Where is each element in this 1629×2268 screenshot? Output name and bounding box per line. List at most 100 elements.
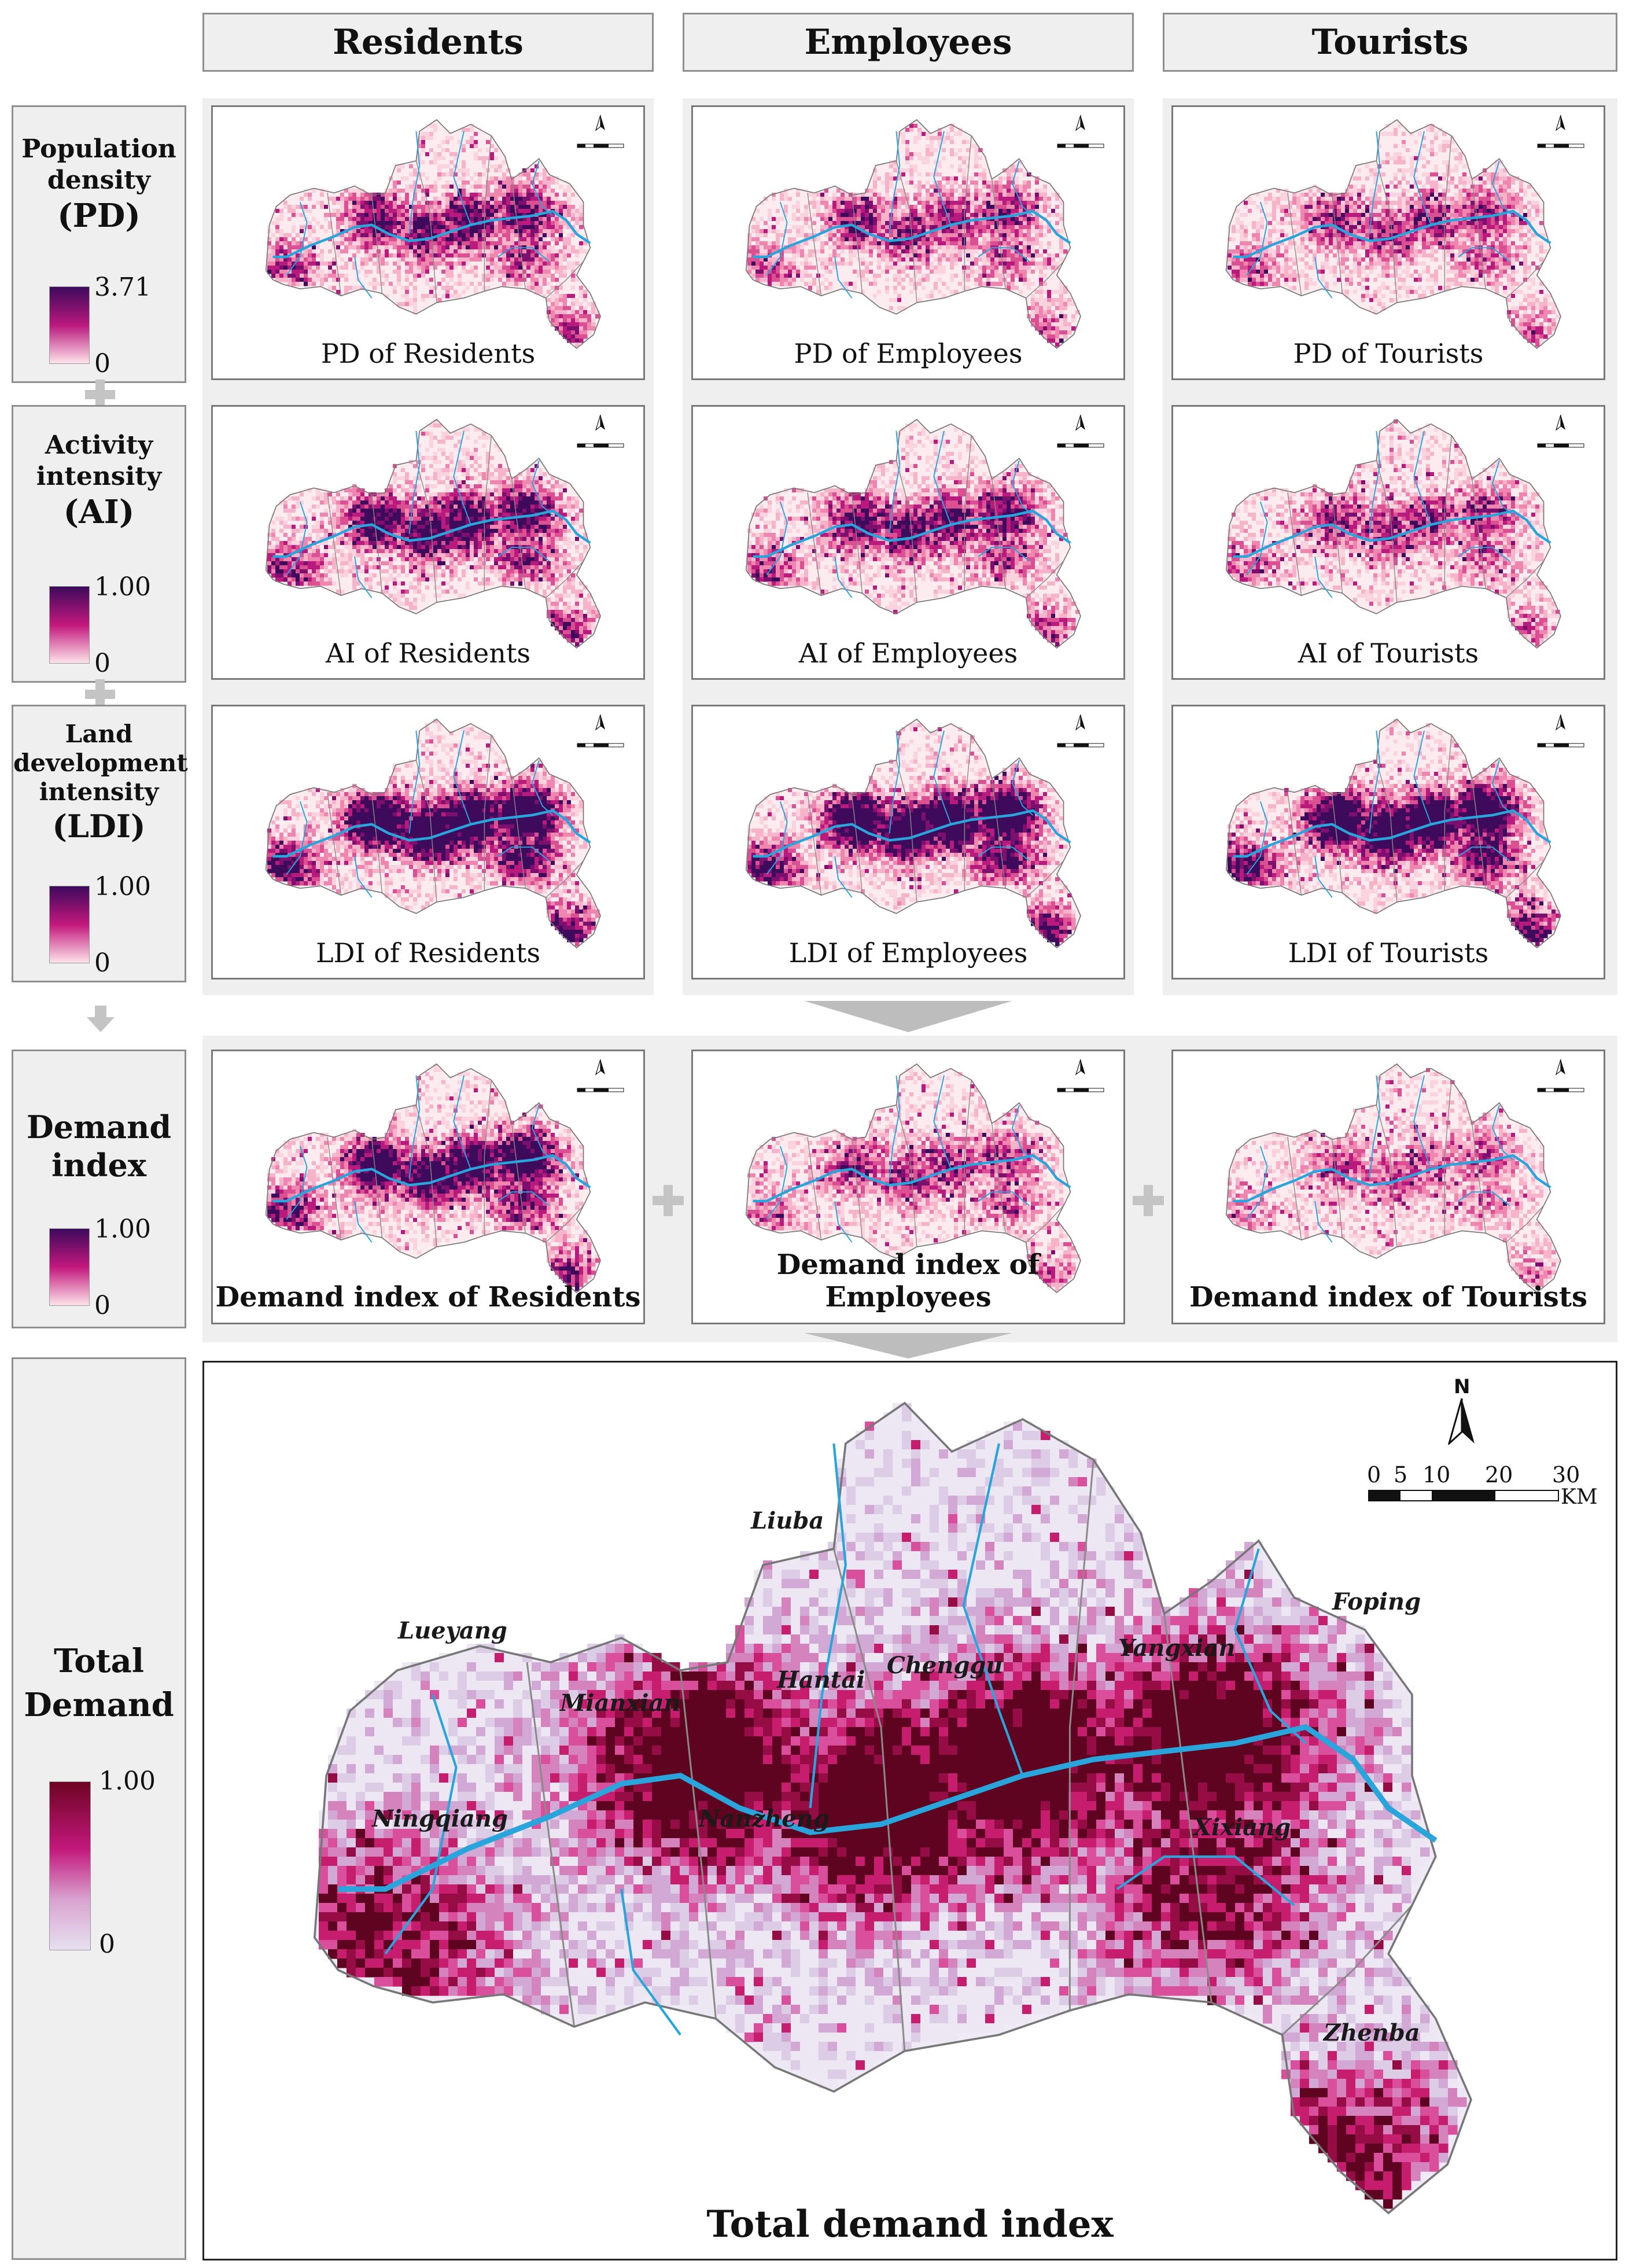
- map-panel-demand-employees: Demand index of Employees: [691, 1050, 1125, 1324]
- down-arrow-icon: [804, 1333, 1012, 1358]
- map-panel-demand-residents: Demand index of Residents: [211, 1050, 645, 1324]
- plus-icon: [85, 679, 115, 709]
- map-svg: [1225, 1063, 1561, 1294]
- total-title-line1: Total: [13, 1643, 185, 1680]
- total-map-title: Total demand index: [204, 2203, 1616, 2246]
- map-svg: [745, 119, 1081, 349]
- demand-legend-max: 1.00: [94, 1214, 151, 1244]
- north-arrow-icon: [577, 115, 624, 148]
- ldi-title-line3: intensity: [13, 778, 185, 806]
- ai-legend-max: 1.00: [94, 572, 151, 602]
- side-panel-ai: Activity intensity (AI) 1.00 0: [12, 405, 186, 683]
- scale-tick: 30: [1552, 1462, 1580, 1488]
- panel-label: PD of Tourists: [1173, 338, 1604, 369]
- ldi-title-line2: development: [13, 749, 188, 777]
- scale-tick: 10: [1422, 1462, 1450, 1488]
- down-arrow-icon: [87, 1006, 115, 1032]
- side-panel-demand: Demand index 1.00 0: [12, 1050, 186, 1328]
- scale-bar: [1368, 1490, 1559, 1501]
- town-label-foping: Foping: [1332, 1588, 1421, 1615]
- north-arrow-icon: [1537, 115, 1584, 148]
- scale-tick: 5: [1394, 1462, 1407, 1488]
- north-arrow-icon: [1057, 414, 1104, 448]
- scale-unit: KM: [1561, 1485, 1598, 1509]
- map-panel-pd-tourists: PD of Tourists: [1171, 105, 1605, 380]
- map-panel-demand-tourists: Demand index of Tourists: [1171, 1050, 1605, 1324]
- pd-abbr: (PD): [13, 197, 185, 235]
- total-title-line2: Demand: [13, 1687, 185, 1724]
- map-panel-ldi-employees: LDI of Employees: [691, 705, 1125, 980]
- panel-label: Demand index of Residents: [213, 1281, 643, 1313]
- plus-icon: [85, 380, 115, 410]
- pd-legend-min: 0: [94, 349, 110, 378]
- plus-icon: [1133, 1185, 1164, 1216]
- demand-legend-min: 0: [94, 1291, 110, 1320]
- town-label-chenggu: Chenggu: [887, 1652, 1003, 1679]
- map-panel-ai-tourists: AI of Tourists: [1171, 405, 1605, 680]
- ai-title-line2: intensity: [13, 462, 185, 492]
- ldi-legend-bar: [49, 886, 90, 963]
- pd-title-line1: Population: [13, 134, 185, 164]
- demand-legend-bar: [49, 1228, 90, 1306]
- ldi-abbr: (LDI): [13, 808, 185, 844]
- panel-label: AI of Employees: [693, 638, 1123, 669]
- town-label-xixiang: Xixiang: [1193, 1814, 1291, 1841]
- demand-title-line1: Demand: [13, 1109, 185, 1145]
- map-svg: [1225, 119, 1561, 349]
- plus-icon: [653, 1185, 684, 1216]
- ldi-legend-max: 1.00: [94, 872, 151, 901]
- panel-label: PD of Residents: [213, 338, 643, 369]
- north-arrow-icon: [577, 714, 624, 748]
- total-legend-min: 0: [99, 1930, 115, 1959]
- ai-legend-bar: [49, 586, 90, 664]
- map-svg: [1225, 718, 1561, 949]
- map-svg: [1225, 418, 1561, 649]
- demand-title-line2: index: [13, 1147, 185, 1183]
- map-panel-pd-residents: PD of Residents: [211, 105, 645, 380]
- panel-label: LDI of Employees: [693, 937, 1123, 969]
- map-svg: [265, 418, 601, 649]
- panel-label: AI of Tourists: [1173, 638, 1604, 669]
- map-svg: [745, 418, 1081, 649]
- panel-label: AI of Residents: [213, 638, 643, 669]
- total-legend-bar: [49, 1781, 91, 1950]
- north-arrow-icon: [1057, 714, 1104, 748]
- pd-legend-max: 3.71: [94, 273, 151, 302]
- north-arrow-icon: [1537, 714, 1584, 748]
- map-svg: [265, 718, 601, 949]
- north-arrow-icon: [1057, 1059, 1104, 1092]
- north-arrow-icon: [577, 414, 624, 448]
- map-panel-ldi-tourists: LDI of Tourists: [1171, 705, 1605, 980]
- header-employees: Employees: [683, 13, 1134, 72]
- ai-title-line1: Activity: [13, 430, 185, 461]
- town-label-nanzheng: Nanzheng: [699, 1805, 830, 1832]
- ai-legend-min: 0: [94, 649, 110, 678]
- total-map-svg: [313, 1401, 1472, 2215]
- ldi-title-line1: Land: [13, 720, 185, 748]
- town-label-liuba: Liuba: [751, 1507, 824, 1534]
- town-label-yangxian: Yangxian: [1118, 1634, 1235, 1662]
- north-arrow-icon: [1057, 115, 1104, 148]
- north-label: N: [1454, 1375, 1470, 1398]
- north-arrow-icon: [1447, 1398, 1475, 1445]
- map-svg: [265, 1063, 601, 1294]
- panel-label: Demand index of Employees: [693, 1249, 1123, 1313]
- pd-title-line2: density: [13, 165, 185, 196]
- down-arrow-icon: [804, 1001, 1012, 1032]
- map-panel-ldi-residents: LDI of Residents: [211, 705, 645, 980]
- side-panel-ldi: Land development intensity (LDI) 1.00 0: [12, 705, 188, 982]
- map-panel-pd-employees: PD of Employees: [691, 105, 1125, 380]
- map-panel-ai-employees: AI of Employees: [691, 405, 1125, 680]
- total-demand-map: Liuba Lueyang Foping Yangxian Chenggu Ha…: [202, 1361, 1617, 2260]
- town-label-ningqiang: Ningqiang: [372, 1805, 508, 1832]
- north-arrow-icon: [577, 1059, 624, 1092]
- north-arrow-icon: [1537, 414, 1584, 448]
- ldi-legend-min: 0: [94, 948, 110, 978]
- town-label-mianxian: Mianxian: [560, 1689, 681, 1717]
- header-residents: Residents: [202, 13, 654, 72]
- header-tourists: Tourists: [1163, 13, 1617, 72]
- scale-tick: 0: [1367, 1462, 1381, 1488]
- panel-label: Demand index of Tourists: [1173, 1281, 1604, 1313]
- side-panel-total: Total Demand 1.00 0: [12, 1357, 186, 2260]
- map-svg: [745, 1063, 1081, 1294]
